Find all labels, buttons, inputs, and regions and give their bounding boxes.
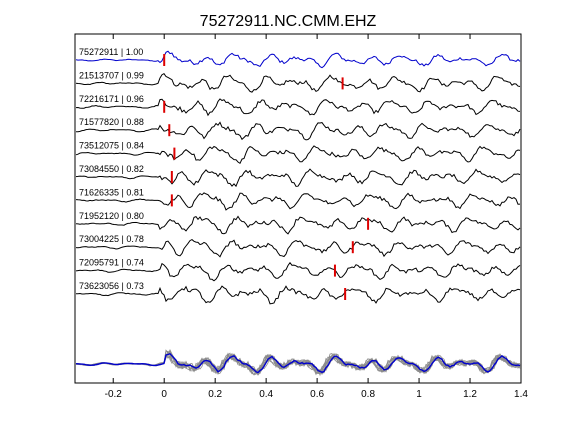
trace-label: 73623056 | 0.73 (79, 281, 144, 291)
trace-waveform (75, 145, 521, 165)
trace-label: 75272911 | 1.00 (79, 47, 143, 57)
trace-waveform (76, 121, 521, 141)
trace-label-bg (76, 46, 156, 58)
trace-label: 71626335 | 0.81 (79, 187, 144, 197)
trace-label-bg (76, 186, 156, 199)
x-tick-label: -0.2 (105, 389, 123, 400)
trace-waveform (75, 261, 521, 282)
trace-waveform (75, 239, 521, 258)
chart-title: 75272911.NC.CMM.EHZ (200, 13, 377, 30)
trace-label: 21513707 | 0.99 (79, 70, 144, 80)
x-tick-label: 0.2 (208, 389, 222, 400)
trace-label-bg (76, 69, 156, 82)
stack-trace (75, 353, 521, 376)
x-tick-label: 1.2 (463, 389, 477, 400)
trace-label: 72095791 | 0.74 (79, 258, 144, 268)
trace-label: 71577820 | 0.88 (79, 117, 144, 127)
plot-frame (74, 33, 522, 384)
trace-waveform (75, 73, 521, 93)
trace-label-bg (76, 92, 156, 105)
trace-label-bg (76, 256, 156, 269)
trace-waveform (75, 98, 521, 117)
trace-label: 73512075 | 0.84 (79, 141, 144, 151)
trace-waveform (75, 50, 521, 69)
x-tick-label: 1.4 (514, 389, 528, 400)
x-tick-label: 1 (416, 389, 422, 400)
trace-label: 71952120 | 0.80 (79, 211, 144, 221)
stack-layer (75, 349, 521, 377)
trace-label: 73004225 | 0.78 (79, 234, 144, 244)
stack-reference-trace (75, 352, 521, 374)
trace-label-bg (76, 209, 156, 222)
x-tick-label: 0.4 (259, 389, 273, 400)
x-axis: -0.2 0 0.2 0.4 0.6 0.8 1 1.2 1.4 (105, 34, 528, 400)
trace-label-bg (76, 139, 156, 152)
trace-waveform (75, 215, 521, 235)
trace-label-bg (76, 280, 156, 292)
trace-label-bg (76, 116, 156, 129)
x-tick-label: 0.6 (310, 389, 324, 400)
x-tick-label: 0 (161, 389, 167, 400)
trace-label-bg (76, 233, 156, 246)
trace-label-bg (76, 163, 156, 175)
trace-waveform (76, 285, 521, 305)
trace-label: 73084550 | 0.82 (79, 164, 144, 174)
trace-waveform (75, 192, 521, 211)
trace-label: 72216171 | 0.96 (79, 94, 144, 104)
traces-layer: 75272911 | 1.00 21513707 | 0.99 72216171 |… (75, 46, 521, 305)
x-tick-label: 0.8 (361, 389, 375, 400)
trace-waveform (75, 168, 521, 188)
